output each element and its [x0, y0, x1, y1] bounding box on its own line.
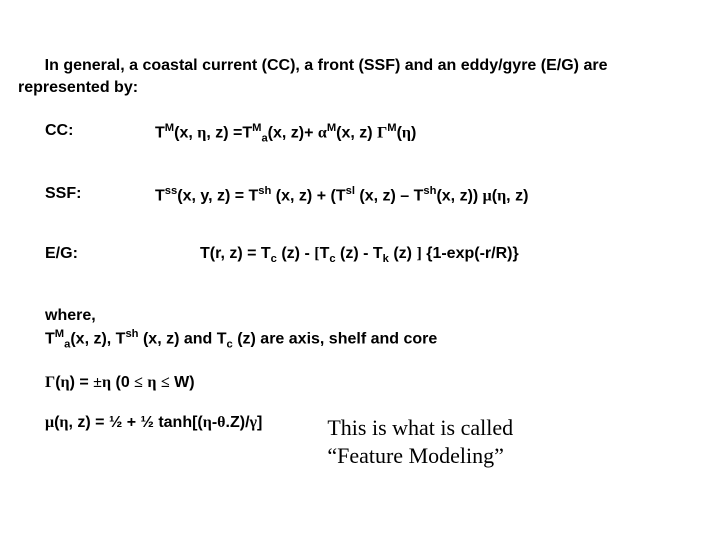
ssf-label: SSF:: [18, 185, 155, 203]
cc-formula: TM(x, η, z) =TMa(x, z)+ αM(x, z) ΓM(η): [155, 122, 702, 145]
gamma-line: Γ(η) = ±η (0 ≤ η ≤ W): [18, 374, 702, 392]
intro-text: In general, a coastal current (CC), a fr…: [18, 55, 702, 98]
ssf-row: SSF: Tss(x, y, z) = Tsh (x, z) + (Tsl (x…: [18, 185, 702, 205]
eg-row: E/G: T(r, z) = Tc (z) - [Tc (z) - Tk (z)…: [18, 245, 702, 265]
cc-label: CC:: [18, 122, 155, 140]
intro-body: In general, a coastal current (CC), a fr…: [18, 57, 607, 96]
mu-line: μ(η, z) = ½ + ½ tanh[(η-θ.Z)/γ]: [45, 414, 262, 432]
callout-text: This is what is called“Feature Modeling”: [262, 414, 513, 469]
eg-label: E/G:: [18, 245, 155, 263]
eg-formula: T(r, z) = Tc (z) - [Tc (z) - Tk (z) ] {1…: [155, 245, 702, 265]
intro-indent: [18, 57, 45, 74]
where-block: where,TMa(x, z), Tsh (x, z) and Tc (z) a…: [18, 305, 702, 352]
bottom-row: μ(η, z) = ½ + ½ tanh[(η-θ.Z)/γ] This is …: [18, 414, 702, 469]
slide-page: In general, a coastal current (CC), a fr…: [0, 0, 720, 540]
cc-row: CC: TM(x, η, z) =TMa(x, z)+ αM(x, z) ΓM(…: [18, 122, 702, 145]
ssf-formula: Tss(x, y, z) = Tsh (x, z) + (Tsl (x, z) …: [155, 185, 702, 205]
